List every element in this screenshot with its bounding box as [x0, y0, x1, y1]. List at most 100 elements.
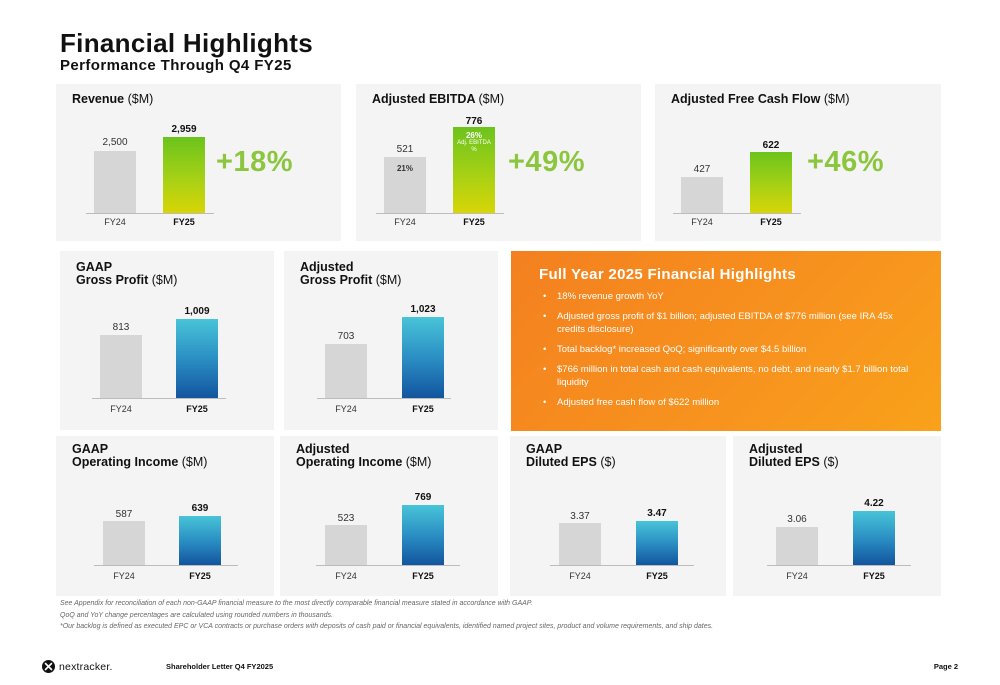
fy25-value: 639 [191, 503, 209, 514]
gaap-operating-income-card: GAAP Operating Income ($M) 587 639 FY24 … [56, 436, 274, 596]
fy24-value: 813 [112, 322, 130, 333]
card-title: GAAP Operating Income ($M) [72, 443, 207, 469]
fy25-axis-label: FY25 [189, 571, 211, 581]
baseline [376, 213, 504, 214]
card-title-unit: ($) [823, 455, 839, 469]
fy24-value: 3.37 [570, 511, 590, 522]
revenue-card: Revenue ($M) 2,500 2,959 FY24 FY25 +18% [56, 84, 341, 241]
gaap-gross-profit-card: GAAP Gross Profit ($M) 813 1,009 FY24 FY… [60, 251, 274, 430]
card-title: GAAP Diluted EPS ($) [526, 443, 616, 469]
fy24-bar [681, 177, 723, 213]
growth-percent: +46% [807, 146, 884, 178]
fy25-value: 4.22 [864, 498, 884, 509]
adjusted-diluted-eps-card: Adjusted Diluted EPS ($) 3.06 4.22 FY24 … [733, 436, 941, 596]
card-title-line1: GAAP [526, 442, 563, 456]
nextracker-logo-icon [42, 660, 55, 673]
fy24-axis-label: FY24 [394, 217, 416, 227]
fy25-bar [636, 521, 678, 565]
highlight-item: Adjusted gross profit of $1 billion; adj… [543, 310, 913, 336]
fy25-axis-label: FY25 [863, 571, 885, 581]
fy24-axis-label: FY24 [691, 217, 713, 227]
card-title-text: Adjusted Free Cash Flow [671, 92, 821, 106]
highlight-item: Total backlog* increased QoQ; significan… [543, 343, 913, 356]
card-title: Adjusted EBITDA ($M) [372, 93, 504, 106]
growth-percent: +18% [216, 146, 293, 178]
highlight-item: 18% revenue growth YoY [543, 290, 913, 303]
full-year-highlights-box: Full Year 2025 Financial Highlights 18% … [511, 251, 941, 431]
fy24-axis-label: FY24 [113, 571, 135, 581]
page-number: Page 2 [933, 662, 958, 671]
card-title-line2: Gross Profit [76, 273, 149, 287]
footnote-rounding: QoQ and YoY change percentages are calcu… [60, 612, 333, 619]
card-title-line1: Adjusted [296, 442, 350, 456]
fy25-value: 622 [762, 140, 780, 151]
card-title-text: Adjusted EBITDA [372, 92, 476, 106]
card-title-line1: GAAP [76, 260, 113, 274]
baseline [550, 565, 694, 566]
footnote-backlog: *Our backlog is defined as executed EPC … [60, 623, 714, 630]
card-title-unit: ($M) [151, 273, 178, 287]
card-title-line2: Diluted EPS [526, 455, 597, 469]
fy25-value: 1,009 [184, 306, 210, 317]
fy24-value: 523 [337, 513, 355, 524]
fy24-axis-label: FY24 [335, 404, 357, 414]
fy24-axis-label: FY24 [104, 217, 126, 227]
fy24-axis-label: FY24 [569, 571, 591, 581]
card-title-text: Revenue [72, 92, 125, 106]
fy25-bar [163, 137, 205, 213]
margin-note: Adj. EBITDA % [457, 140, 491, 153]
fy25-bar [402, 505, 444, 565]
baseline [86, 213, 214, 214]
baseline [673, 213, 801, 214]
card-title: Adjusted Free Cash Flow ($M) [671, 93, 850, 106]
fy24-bar [103, 521, 145, 565]
fy25-axis-label: FY25 [412, 571, 434, 581]
adjusted-operating-income-card: Adjusted Operating Income ($M) 523 769 F… [280, 436, 498, 596]
fy25-bar [750, 152, 792, 213]
fy25-axis-label: FY25 [412, 404, 434, 414]
fy24-bar [776, 527, 818, 565]
baseline [317, 398, 451, 399]
fy25-value: 776 [465, 116, 483, 127]
highlight-item: Adjusted free cash flow of $622 million [543, 396, 913, 409]
card-title-unit: ($M) [127, 92, 154, 106]
gaap-diluted-eps-card: GAAP Diluted EPS ($) 3.37 3.47 FY24 FY25 [510, 436, 726, 596]
baseline [767, 565, 911, 566]
card-title-line1: Adjusted [749, 442, 803, 456]
growth-percent: +49% [508, 146, 585, 178]
footnote-reconciliation: See Appendix for reconciliation of each … [60, 600, 533, 607]
card-title-unit: ($M) [823, 92, 850, 106]
card-title: Adjusted Operating Income ($M) [296, 443, 431, 469]
page-subtitle: Performance Through Q4 FY25 [60, 57, 292, 74]
card-title: Adjusted Diluted EPS ($) [749, 443, 839, 469]
card-title-line2: Gross Profit [300, 273, 373, 287]
highlights-title: Full Year 2025 Financial Highlights [539, 266, 796, 283]
fy25-axis-label: FY25 [760, 217, 782, 227]
fy25-bar [179, 516, 221, 565]
fy25-axis-label: FY25 [186, 404, 208, 414]
baseline [92, 398, 226, 399]
fy25-bar [176, 319, 218, 398]
footer-document-title: Shareholder Letter Q4 FY2025 [166, 662, 274, 671]
card-title-line2: Diluted EPS [749, 455, 820, 469]
fy24-axis-label: FY24 [110, 404, 132, 414]
fy24-margin: 21% [396, 164, 413, 173]
fy25-axis-label: FY25 [646, 571, 668, 581]
fy24-bar [559, 523, 601, 565]
fy24-bar [100, 335, 142, 398]
fy25-value: 1,023 [410, 304, 436, 315]
fy24-value: 521 [396, 144, 414, 155]
fy24-value: 703 [337, 331, 355, 342]
card-title-line2: Operating Income [72, 455, 179, 469]
fy24-bar [384, 157, 426, 213]
fy24-value: 2,500 [102, 137, 128, 148]
fy25-margin: 26% [465, 131, 482, 140]
adjusted-gross-profit-card: Adjusted Gross Profit ($M) 703 1,023 FY2… [284, 251, 498, 430]
fcf-card: Adjusted Free Cash Flow ($M) 427 622 FY2… [655, 84, 941, 241]
fy24-axis-label: FY24 [335, 571, 357, 581]
page-title: Financial Highlights [60, 28, 314, 58]
baseline [94, 565, 238, 566]
card-title-unit: ($M) [405, 455, 432, 469]
card-title-unit: ($M) [181, 455, 208, 469]
fy24-value: 587 [115, 509, 133, 520]
